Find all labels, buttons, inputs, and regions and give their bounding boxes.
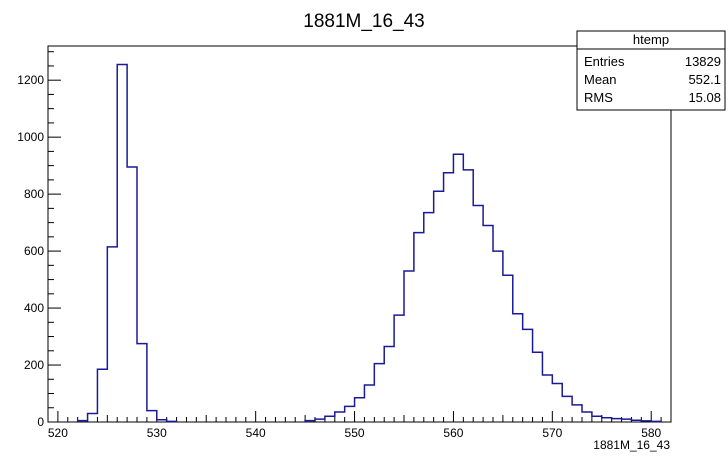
stats-rms-value: 15.08 [688,90,721,105]
plot-frame [47,45,672,423]
x-tick-label: 570 [542,426,562,440]
x-tick-label: 520 [48,426,68,440]
x-tick-label: 530 [147,426,167,440]
y-tick-label: 800 [24,187,44,201]
stats-entries-value: 13829 [685,54,721,69]
x-axis-title: 1881M_16_43 [593,438,670,452]
y-tick-label: 600 [24,244,44,258]
stats-mean-label: Mean [584,72,617,87]
histogram-series-line [76,63,662,423]
x-tick-label: 560 [443,426,463,440]
stats-box-frame [576,30,726,111]
y-axis: 0 200 400 600 800 1000 1200 [17,51,61,429]
stats-box-title: htemp [633,32,669,47]
stats-box: htemp Entries 13829 Mean 552.1 RMS 15.08 [576,30,726,111]
stats-mean-value: 552.1 [688,72,721,87]
x-tick-label: 580 [641,426,661,440]
y-tick-label: 1200 [17,73,44,87]
x-tick-label: 540 [246,426,266,440]
x-axis: 520 530 540 550 560 570 580 [48,411,662,440]
y-tick-label: 400 [24,301,44,315]
chart-title: 1881M_16_43 [303,11,425,32]
stats-rms-label: RMS [584,90,613,105]
x-tick-label: 550 [345,426,365,440]
y-tick-label: 0 [37,415,44,429]
y-tick-label: 200 [24,358,44,372]
stats-entries-label: Entries [584,54,625,69]
y-tick-label: 1000 [17,130,44,144]
